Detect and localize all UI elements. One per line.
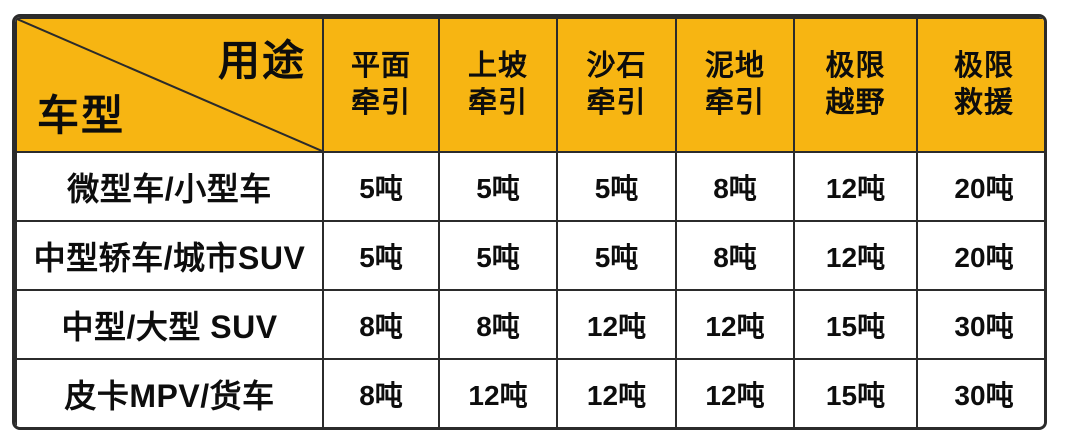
- cell-value: 12吨: [556, 289, 677, 360]
- column-header-extreme-offroad: 极限 越野: [793, 17, 918, 153]
- column-header-gravel-towing: 沙石 牵引: [556, 17, 677, 153]
- row-label: 微型车/小型车: [15, 151, 324, 222]
- capacity-table: 用途 车型 平面 牵引 上坡 牵引 沙石 牵引 泥地 牵引 极限 越野 极限 救…: [15, 17, 1044, 427]
- cell-value: 5吨: [438, 220, 558, 291]
- cell-value: 5吨: [556, 151, 677, 222]
- cell-value: 8吨: [675, 220, 795, 291]
- table-row: 微型车/小型车 5吨 5吨 5吨 8吨 12吨 20吨: [15, 151, 1044, 222]
- column-header-uphill-towing: 上坡 牵引: [438, 17, 558, 153]
- corner-label-usage: 用途: [217, 37, 306, 84]
- cell-value: 30吨: [916, 358, 1044, 427]
- cell-value: 15吨: [793, 289, 918, 360]
- cell-value: 12吨: [793, 220, 918, 291]
- cell-value: 12吨: [556, 358, 677, 427]
- header-row: 用途 车型 平面 牵引 上坡 牵引 沙石 牵引 泥地 牵引 极限 越野 极限 救…: [15, 17, 1044, 153]
- table-row: 中型/大型 SUV 8吨 8吨 12吨 12吨 15吨 30吨: [15, 289, 1044, 360]
- row-label: 中型/大型 SUV: [15, 289, 324, 360]
- corner-label-vehicle-type: 车型: [37, 92, 126, 139]
- cell-value: 8吨: [322, 358, 440, 427]
- cell-value: 15吨: [793, 358, 918, 427]
- column-header-mud-towing: 泥地 牵引: [675, 17, 795, 153]
- row-label: 中型轿车/城市SUV: [15, 220, 324, 291]
- capacity-table-container: 用途 车型 平面 牵引 上坡 牵引 沙石 牵引 泥地 牵引 极限 越野 极限 救…: [12, 14, 1047, 430]
- cell-value: 8吨: [322, 289, 440, 360]
- cell-value: 12吨: [793, 151, 918, 222]
- cell-value: 20吨: [916, 220, 1044, 291]
- column-header-extreme-rescue: 极限 救援: [916, 17, 1044, 153]
- corner-header-cell: 用途 车型: [15, 17, 324, 153]
- cell-value: 8吨: [675, 151, 795, 222]
- cell-value: 8吨: [438, 289, 558, 360]
- cell-value: 12吨: [675, 289, 795, 360]
- cell-value: 5吨: [438, 151, 558, 222]
- row-label: 皮卡MPV/货车: [15, 358, 324, 427]
- cell-value: 30吨: [916, 289, 1044, 360]
- table-row: 中型轿车/城市SUV 5吨 5吨 5吨 8吨 12吨 20吨: [15, 220, 1044, 291]
- column-header-flat-towing: 平面 牵引: [322, 17, 440, 153]
- cell-value: 5吨: [322, 151, 440, 222]
- cell-value: 12吨: [675, 358, 795, 427]
- cell-value: 5吨: [556, 220, 677, 291]
- cell-value: 12吨: [438, 358, 558, 427]
- table-row: 皮卡MPV/货车 8吨 12吨 12吨 12吨 15吨 30吨: [15, 358, 1044, 427]
- cell-value: 20吨: [916, 151, 1044, 222]
- cell-value: 5吨: [322, 220, 440, 291]
- diagonal-divider-line: [17, 19, 322, 151]
